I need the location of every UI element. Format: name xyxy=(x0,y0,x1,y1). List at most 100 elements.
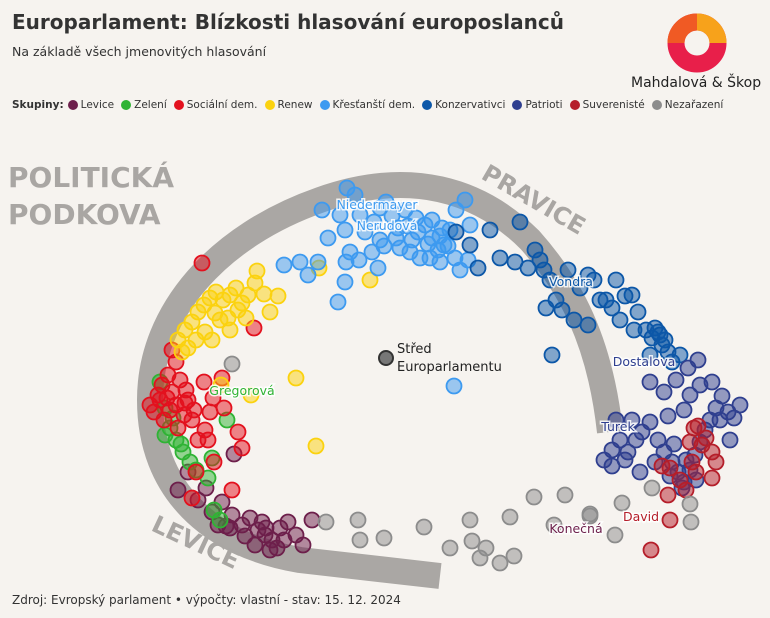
data-point xyxy=(607,271,625,289)
data-point xyxy=(248,262,266,280)
data-point xyxy=(461,216,479,234)
legend-item-label: Patrioti xyxy=(525,99,563,111)
data-point xyxy=(675,401,693,419)
data-point xyxy=(481,221,499,239)
data-point xyxy=(336,273,354,291)
person-label: Vondra xyxy=(549,274,593,289)
data-point xyxy=(299,266,317,284)
person-label: Gregorová xyxy=(209,383,274,398)
data-point xyxy=(643,479,661,497)
data-point xyxy=(205,453,223,471)
data-point xyxy=(565,311,583,329)
data-point xyxy=(349,511,367,529)
chart-title: Europarlament: Blízkosti hlasování europ… xyxy=(12,10,564,34)
data-point xyxy=(237,309,255,327)
data-point xyxy=(279,513,297,531)
data-point xyxy=(242,386,260,404)
person-label: David xyxy=(623,509,659,524)
data-point xyxy=(667,371,685,389)
data-point xyxy=(659,486,677,504)
data-point xyxy=(377,193,395,211)
data-point xyxy=(223,355,241,373)
data-point xyxy=(307,437,325,455)
data-point xyxy=(656,331,674,349)
data-point xyxy=(731,396,749,414)
data-point xyxy=(255,285,273,303)
data-point xyxy=(447,201,465,219)
data-point xyxy=(611,431,629,449)
data-point xyxy=(439,237,457,255)
data-point xyxy=(375,529,393,547)
data-point xyxy=(275,531,293,549)
data-point xyxy=(203,331,221,349)
data-point xyxy=(603,457,621,475)
data-point xyxy=(369,259,387,277)
person-labels: Niedermayer Nerudová Vondra Dostalova Gregor… xyxy=(208,196,677,538)
data-point xyxy=(659,407,677,425)
data-point xyxy=(431,253,449,271)
data-point xyxy=(294,536,312,554)
data-point xyxy=(579,266,597,284)
data-point xyxy=(176,394,194,412)
data-point xyxy=(447,223,465,241)
data-point xyxy=(463,532,481,550)
data-point xyxy=(461,511,479,529)
data-point xyxy=(641,373,659,391)
legend-item: Sociální dem. xyxy=(173,99,258,111)
data-point xyxy=(469,259,487,277)
data-point xyxy=(689,417,707,435)
data-point xyxy=(613,494,631,512)
data-point xyxy=(681,386,699,404)
legend-items: Levice Zelení Sociální dem. Renew Křesťanští… xyxy=(67,99,731,111)
person-label: Dostalova xyxy=(613,354,676,369)
data-point xyxy=(233,439,251,457)
data-point xyxy=(261,303,279,321)
data-point xyxy=(351,531,369,549)
brand-logo xyxy=(667,13,727,73)
data-point xyxy=(721,431,739,449)
data-point xyxy=(556,486,574,504)
data-point xyxy=(331,206,349,224)
data-point xyxy=(195,373,213,391)
brand-name: Mahdalová & Škop xyxy=(631,75,762,91)
legend-item: Suverenisté xyxy=(569,99,645,111)
legend-swatch xyxy=(512,100,523,110)
data-point xyxy=(215,399,233,417)
horseshoe-title-line-2: PODKOVA xyxy=(8,198,161,231)
legend: Skupiny: Levice Zelení Sociální dem. Renew K… xyxy=(12,99,730,111)
legend-item: Renew xyxy=(264,99,313,111)
data-point xyxy=(365,213,383,231)
data-point xyxy=(711,411,729,429)
data-point xyxy=(401,243,419,261)
data-point xyxy=(713,387,731,405)
data-point xyxy=(661,511,679,529)
data-point xyxy=(606,526,624,544)
data-point xyxy=(317,513,335,531)
data-point xyxy=(553,301,571,319)
data-point xyxy=(581,505,599,523)
legend-swatch xyxy=(569,100,580,110)
data-point xyxy=(687,463,705,481)
data-point xyxy=(665,435,683,453)
legend-item: Konzervativci xyxy=(422,99,505,111)
data-point xyxy=(211,511,229,529)
data-point xyxy=(625,321,643,339)
data-point xyxy=(275,256,293,274)
data-point xyxy=(396,201,414,219)
data-point xyxy=(631,463,649,481)
data-point xyxy=(158,389,176,407)
data-point xyxy=(257,519,275,537)
data-point xyxy=(313,201,331,219)
data-point xyxy=(629,303,647,321)
data-point xyxy=(646,319,664,337)
data-point xyxy=(559,261,577,279)
data-point xyxy=(407,209,425,227)
legend-item-label: Konzervativci xyxy=(435,99,506,111)
legend-item: Levice xyxy=(67,99,114,111)
legend-item-label: Nezařazení xyxy=(664,99,724,111)
data-point xyxy=(351,206,369,224)
data-point xyxy=(579,316,597,334)
data-point xyxy=(169,481,187,499)
data-point xyxy=(545,516,563,534)
data-point xyxy=(541,271,559,289)
